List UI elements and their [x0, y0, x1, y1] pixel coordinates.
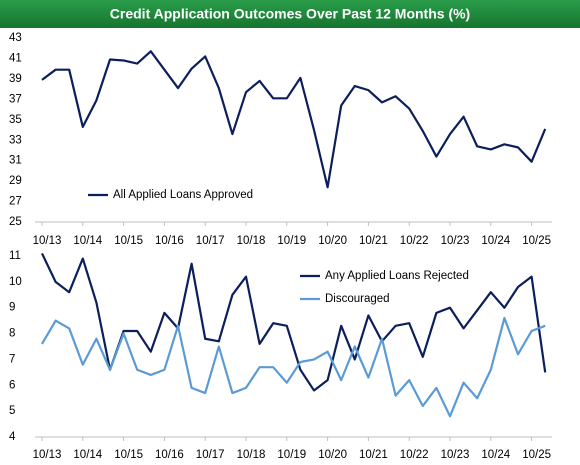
x-tick-label: 10/17 [196, 449, 225, 461]
y-tick-label: 25 [9, 216, 22, 228]
y-tick-label: 33 [9, 134, 22, 146]
y-tick-label: 11 [9, 250, 21, 262]
y-tick-label: 43 [9, 32, 22, 44]
line-series [41, 252, 547, 392]
x-tick-label: 10/14 [73, 449, 102, 461]
y-tick-label: 41 [9, 52, 22, 64]
x-tick-label: 10/14 [73, 235, 102, 247]
x-tick-label: 10/24 [481, 235, 510, 247]
x-tick-label: 10/15 [114, 449, 143, 461]
y-tick-label: 31 [9, 155, 22, 167]
legend-label: Discouraged [325, 293, 390, 305]
line-series [41, 316, 546, 418]
y-tick-label: 10 [9, 276, 22, 288]
y-tick-label: 6 [9, 379, 15, 391]
y-tick-label: 39 [9, 73, 22, 85]
x-tick-label: 10/15 [114, 235, 143, 247]
y-tick-label: 29 [9, 175, 22, 187]
x-tick-label: 10/23 [441, 449, 470, 461]
y-tick-label: 9 [9, 302, 15, 314]
x-tick-label: 10/21 [359, 449, 388, 461]
x-tick-label: 10/20 [318, 449, 347, 461]
legend-label: Any Applied Loans Rejected [325, 270, 469, 282]
legend-label: All Applied Loans Approved [113, 189, 253, 201]
y-tick-label: 5 [9, 405, 15, 417]
x-tick-label: 10/22 [400, 235, 429, 247]
x-tick-label: 10/13 [33, 449, 62, 461]
y-tick-label: 35 [9, 114, 22, 126]
x-tick-label: 10/13 [33, 235, 62, 247]
x-tick-label: 10/21 [359, 235, 388, 247]
line-series [41, 50, 547, 189]
x-tick-label: 10/25 [522, 449, 551, 461]
x-tick-label: 10/17 [196, 235, 225, 247]
chart-title: Credit Application Outcomes Over Past 12… [110, 6, 470, 22]
title-bar [0, 0, 580, 28]
x-tick-label: 10/22 [400, 449, 429, 461]
x-tick-label: 10/25 [522, 235, 551, 247]
x-tick-label: 10/24 [481, 449, 510, 461]
y-tick-label: 7 [9, 353, 15, 365]
x-tick-label: 10/20 [318, 235, 347, 247]
x-tick-label: 10/23 [441, 235, 470, 247]
y-tick-label: 27 [9, 196, 22, 208]
x-tick-label: 10/19 [277, 449, 306, 461]
y-tick-label: 37 [9, 93, 22, 105]
x-tick-label: 10/16 [155, 235, 184, 247]
x-tick-label: 10/19 [277, 235, 306, 247]
y-tick-label: 8 [9, 328, 15, 340]
x-tick-label: 10/18 [237, 235, 266, 247]
x-tick-label: 10/18 [237, 449, 266, 461]
y-tick-label: 4 [9, 431, 16, 443]
x-tick-label: 10/16 [155, 449, 184, 461]
